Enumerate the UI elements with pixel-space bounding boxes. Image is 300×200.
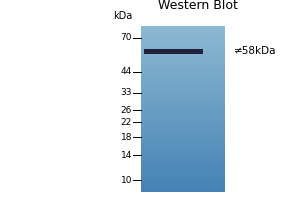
Text: 10: 10 (121, 176, 132, 185)
Text: 33: 33 (121, 88, 132, 97)
Text: 14: 14 (121, 151, 132, 160)
Text: 26: 26 (121, 106, 132, 115)
Text: 70: 70 (121, 33, 132, 42)
Text: kDa: kDa (113, 11, 132, 21)
Text: ≠58kDa: ≠58kDa (234, 46, 277, 56)
Text: 22: 22 (121, 118, 132, 127)
Text: 44: 44 (121, 67, 132, 76)
Text: 18: 18 (121, 133, 132, 142)
Text: Western Blot: Western Blot (158, 0, 238, 12)
